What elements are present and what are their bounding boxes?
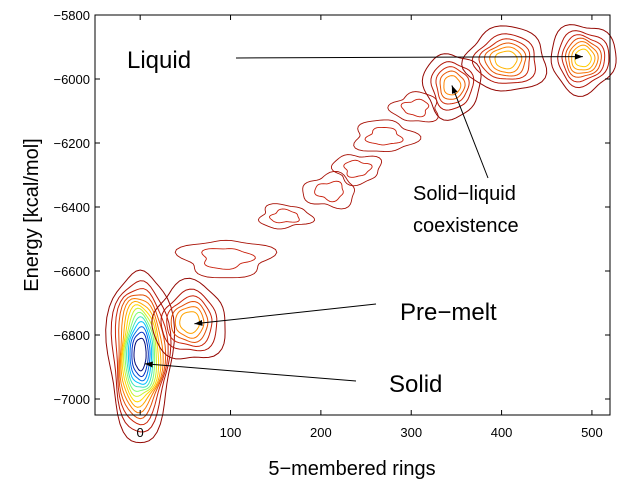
contour-line [343,159,373,178]
contour-line [118,294,167,420]
plot-frame [94,14,611,416]
contour-line [105,269,176,444]
contour-line [129,326,151,382]
contour-line [133,337,147,372]
contour-line [201,248,256,270]
annotation-pre-melt: Pre−melt [400,299,497,326]
annotation-arrow [451,85,489,179]
contour-line [421,53,482,121]
contour-line [257,203,316,230]
contour-line [121,304,160,403]
contour-line [564,37,602,78]
annotation-coexistence: coexistence [413,215,519,237]
contour-line [483,42,527,77]
contour-line [120,300,162,408]
contour-line [561,34,606,83]
annotation-liquid: Liquid [127,47,191,74]
annotations: Liquid Solid−liquid coexistence Pre−melt Sol… [127,47,583,398]
x-axis-label: 5−membered rings [268,458,435,480]
annotation-arrow [194,303,377,326]
contour-line [160,288,218,352]
contour-layer [105,24,617,444]
contour-line [471,33,537,84]
contour-line [166,295,213,348]
y-tick-label: −6600 [53,264,90,279]
contour-line [568,41,599,74]
y-tick-label: −6200 [53,136,90,151]
contour-line [489,46,523,74]
contour-line [314,180,344,203]
contour-line [302,170,355,210]
contour-line [151,277,226,360]
axis-ticks: 0 100 200 300 400 500 −7000 −6800 −6600 −6400 −620… [53,8,610,440]
contour-line [123,307,158,397]
contour-line [461,25,548,92]
y-tick-label: −5800 [53,8,90,23]
contour-line [494,50,518,70]
x-tick-label: 400 [491,425,513,440]
contour-line [114,288,169,426]
y-tick-label: −6800 [53,328,90,343]
y-axis-label: Energy [kcal/mol] [21,138,43,291]
x-tick-label: 500 [581,425,603,440]
contour-line [110,280,172,433]
contour-line [387,91,439,123]
x-tick-label: 0 [137,425,144,440]
annotation-solid-liquid: Solid−liquid [413,183,516,205]
contour-line [364,126,404,146]
y-tick-label: −6000 [53,72,90,87]
contour-line [400,98,430,118]
contour-line [119,297,164,414]
contour-line [174,239,278,279]
contour-line [571,44,596,71]
annotation-arrow [144,361,357,382]
contour-line [127,321,153,385]
contour-line [179,311,201,334]
contour-line [435,66,470,105]
contour-line [478,38,531,80]
annotation-arrow [235,53,583,60]
contour-line [124,311,156,392]
contour-line [170,300,209,344]
contour-line [550,24,617,97]
contour-line [131,331,149,378]
contour-line [557,30,610,89]
contour-line [439,70,466,100]
contour-line [269,208,300,224]
annotation-solid: Solid [389,371,442,398]
y-tick-label: −7000 [53,392,90,407]
contour-line [330,154,383,187]
x-tick-label: 200 [310,425,332,440]
contour-line [126,316,154,388]
contour-line [430,61,475,111]
y-tick-label: −6400 [53,200,90,215]
x-tick-label: 100 [220,425,242,440]
contour-line [353,119,422,153]
x-tick-label: 300 [400,425,422,440]
contour-line [174,306,205,339]
